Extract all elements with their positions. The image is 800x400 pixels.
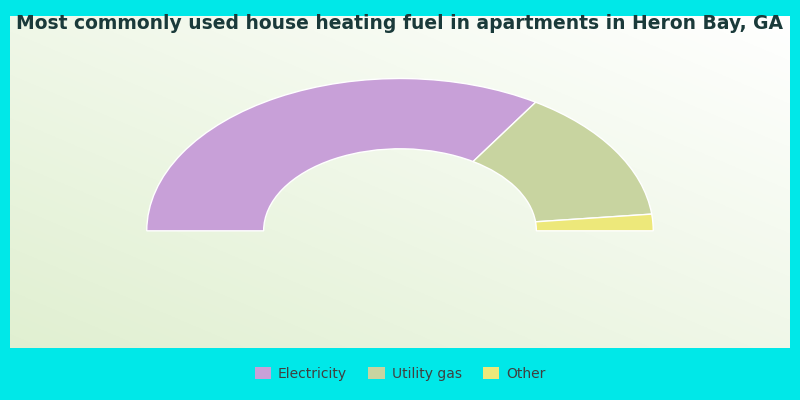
Wedge shape bbox=[473, 102, 652, 222]
Legend: Electricity, Utility gas, Other: Electricity, Utility gas, Other bbox=[249, 362, 551, 386]
Text: Most commonly used house heating fuel in apartments in Heron Bay, GA: Most commonly used house heating fuel in… bbox=[17, 14, 783, 32]
Wedge shape bbox=[535, 214, 654, 231]
Wedge shape bbox=[146, 78, 536, 231]
